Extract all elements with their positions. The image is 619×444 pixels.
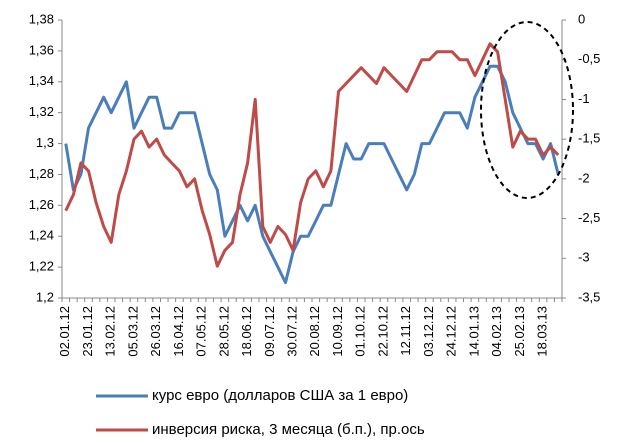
x-tick-label: 14.01.13	[466, 306, 481, 357]
y2-tick-label: -2	[578, 170, 590, 185]
y2-tick-label: -3	[578, 250, 590, 265]
y-tick-label: 1,38	[29, 11, 54, 26]
x-tick-label: 03.12.12	[421, 306, 436, 357]
legend-label: инверсия риска, 3 месяца (б.п.), пр.ось	[152, 421, 425, 438]
y2-tick-label: -3,5	[578, 289, 600, 304]
x-tick-label: 24.12.12	[444, 306, 459, 357]
x-tick-label: 04.02.13	[489, 306, 504, 357]
y2-tick-label: -0,5	[578, 51, 600, 66]
x-tick-label: 05.03.12	[125, 306, 140, 357]
x-tick-label: 28.05.12	[216, 306, 231, 357]
highlight-ellipse	[480, 21, 574, 199]
x-tick-label: 30.07.12	[284, 306, 299, 357]
x-tick-label: 26.03.12	[148, 306, 163, 357]
x-tick-label: 20.08.12	[307, 306, 322, 357]
x-tick-label: 10.09.12	[330, 306, 345, 357]
y-tick-label: 1,34	[29, 73, 54, 88]
x-tick-label: 02.01.12	[57, 306, 72, 357]
x-tick-label: 07.05.12	[194, 306, 209, 357]
x-tick-label: 12.11.12	[398, 306, 413, 356]
series-line	[64, 64, 560, 285]
y2-tick-label: -1,5	[578, 131, 600, 146]
series-line	[64, 42, 560, 268]
x-tick-label: 09.07.12	[262, 306, 277, 357]
y2-tick-label: 0	[578, 11, 585, 26]
y2-tick-label: -2,5	[578, 210, 600, 225]
x-tick-label: 16.04.12	[171, 306, 186, 357]
x-tick-label: 22.10.12	[375, 306, 390, 357]
legend-label: курс евро (долларов США за 1 евро)	[152, 387, 408, 404]
x-tick-label: 13.02.12	[103, 306, 118, 357]
y2-tick-label: -1	[578, 91, 590, 106]
y-tick-label: 1,32	[29, 104, 54, 119]
y-tick-label: 1,36	[29, 42, 54, 57]
y-tick-label: 1,28	[29, 166, 54, 181]
y-tick-label: 1,24	[29, 228, 54, 243]
x-tick-label: 23.01.12	[80, 306, 95, 357]
x-tick-label: 01.10.12	[353, 306, 368, 357]
x-tick-label: 25.02.13	[512, 306, 527, 357]
x-tick-label: 18.06.12	[239, 306, 254, 357]
y-tick-label: 1,3	[36, 135, 54, 150]
y-tick-label: 1,26	[29, 197, 54, 212]
x-tick-label: 18.03.13	[534, 306, 549, 357]
y-tick-label: 1,22	[29, 259, 54, 274]
y-tick-label: 1,2	[36, 289, 54, 304]
